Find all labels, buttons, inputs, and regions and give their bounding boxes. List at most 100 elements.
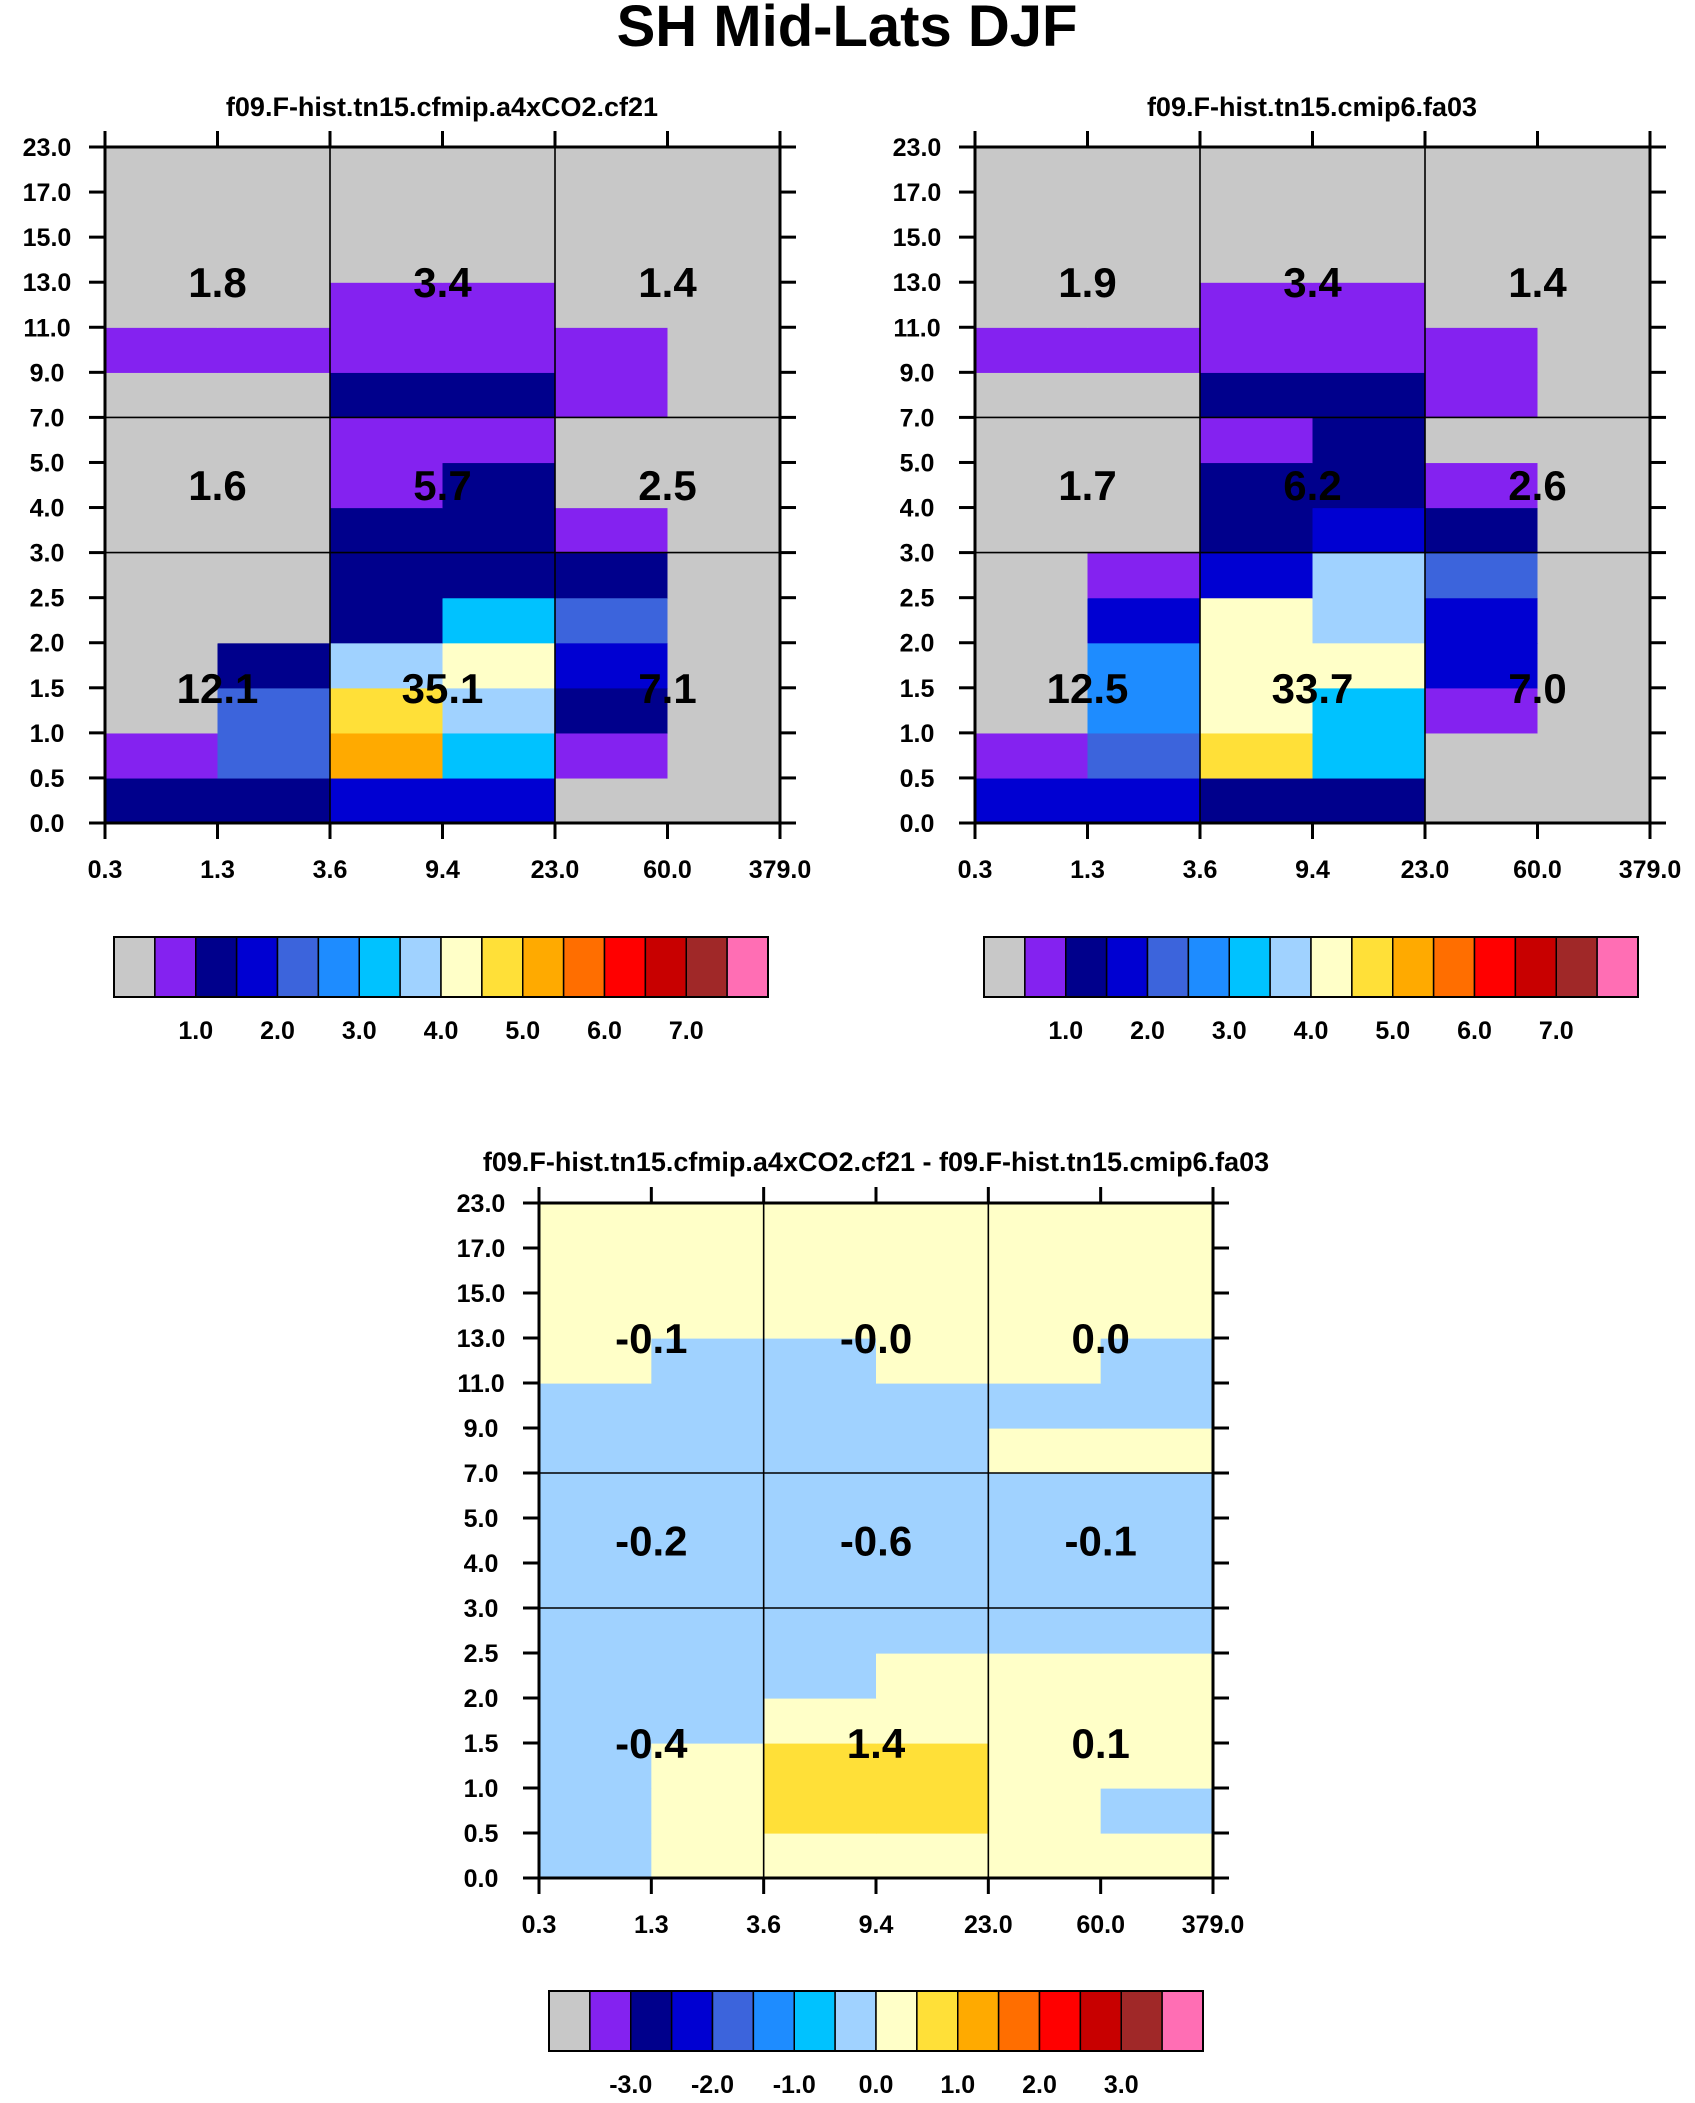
heatmap-cell: [763, 1518, 877, 1564]
x-tick-label: 379.0: [1619, 856, 1682, 884]
heatmap-cell: [667, 777, 781, 824]
heatmap-cell: [1425, 372, 1539, 418]
colorbar-box: [1120, 1990, 1163, 2052]
group-value-label: 1.9: [1058, 259, 1116, 306]
heatmap-cell: [975, 237, 1089, 283]
heatmap-cell: [555, 732, 669, 779]
x-tick-label: 9.4: [425, 856, 460, 884]
y-tick-label: 4.0: [900, 495, 935, 523]
x-tick-label: 9.4: [1295, 856, 1330, 884]
colorbar-box: [317, 936, 360, 998]
heatmap-cell: [442, 462, 556, 509]
heatmap-cell: [539, 1608, 652, 1654]
colorbar-label: 2.0: [260, 1017, 295, 1045]
y-tick-label: 23.0: [457, 1190, 506, 1218]
heatmap-cell: [975, 777, 1089, 824]
heatmap-cell: [667, 642, 781, 689]
group-value-label: 2.6: [1508, 462, 1566, 509]
heatmap-cell: [876, 1338, 989, 1384]
group-value-label: 35.1: [402, 665, 484, 712]
heatmap-cell: [763, 1383, 877, 1429]
colorbar-label: -2.0: [691, 2071, 734, 2099]
heatmap-cell: [1200, 597, 1314, 644]
colorbar-box: [358, 936, 401, 998]
heatmap-cell: [975, 417, 1089, 464]
y-tick-label: 7.0: [30, 404, 65, 432]
heatmap-cell: [876, 1563, 989, 1609]
heatmap-cell: [555, 327, 669, 373]
y-tick-label: 3.0: [464, 1595, 499, 1623]
y-tick-label: 13.0: [893, 269, 942, 297]
heatmap-cell: [1425, 417, 1539, 464]
group-value-label: 33.7: [1272, 665, 1354, 712]
colorbar-box: [997, 1990, 1041, 2052]
heatmap-cell: [1312, 687, 1426, 734]
heatmap-cell: [763, 1563, 877, 1609]
heatmap-cell: [876, 1293, 989, 1339]
heatmap-cell: [988, 1338, 1102, 1384]
heatmap-cell: [105, 417, 219, 464]
y-tick-label: 1.0: [30, 720, 65, 748]
heatmap-cell: [1100, 1293, 1214, 1339]
heatmap-cell: [651, 1203, 765, 1249]
heatmap-cell: [1087, 192, 1201, 238]
heatmap-cell: [330, 462, 444, 509]
heatmap-cell: [1087, 327, 1201, 373]
group-value-label: 12.5: [1047, 665, 1129, 712]
heatmap-cell: [1200, 417, 1314, 464]
heatmap-cell: [975, 597, 1089, 644]
colorbar-label: -3.0: [609, 2071, 652, 2099]
heatmap-cell: [217, 462, 331, 509]
heatmap-cell: [975, 732, 1089, 779]
heatmap-cell: [988, 1608, 1102, 1654]
colorbar-box: [522, 936, 565, 998]
heatmap-cell: [555, 462, 669, 509]
heatmap-cell: [555, 147, 669, 193]
heatmap-cell: [1425, 732, 1539, 779]
colorbar-box: [644, 936, 687, 998]
group-value-label: 6.2: [1283, 462, 1341, 509]
heatmap-cell: [1087, 777, 1201, 824]
y-tick-label: 0.0: [464, 1865, 499, 1893]
heatmap-cell: [539, 1248, 652, 1294]
heatmap-cell: [988, 1563, 1102, 1609]
colorbar-label: 1.0: [178, 1017, 213, 1045]
heatmap-cell: [651, 1788, 765, 1834]
group-value-label: 1.8: [188, 259, 246, 306]
colorbar-label: 2.0: [1130, 1017, 1165, 1045]
colorbar-box: [1432, 936, 1476, 998]
colorbar-box: [1161, 1990, 1204, 2052]
colorbar-box: [1187, 936, 1230, 998]
y-tick-label: 1.5: [464, 1730, 499, 1758]
heatmap-cell: [1100, 1698, 1214, 1744]
heatmap-cell: [330, 192, 444, 238]
heatmap-cell: [1100, 1518, 1214, 1564]
y-tick-label: 0.5: [30, 765, 65, 793]
colorbar-label: 6.0: [587, 1017, 622, 1045]
colorbar-label: 1.0: [1048, 1017, 1083, 1045]
heatmap-cell: [763, 1833, 877, 1879]
heatmap-cell: [1087, 552, 1201, 599]
group-value-label: -0.1: [1064, 1518, 1136, 1565]
heatmap-cell: [763, 1698, 877, 1744]
x-tick-label: 9.4: [859, 1911, 894, 1939]
y-tick-label: 4.0: [464, 1550, 499, 1578]
y-tick-label: 1.5: [30, 675, 65, 703]
heatmap-cell: [1087, 687, 1201, 734]
x-tick-label: 3.6: [1183, 856, 1218, 884]
colorbar-label: 3.0: [1104, 2071, 1139, 2099]
y-tick-label: 15.0: [893, 224, 942, 252]
y-tick-label: 17.0: [457, 1235, 506, 1263]
heatmap-cell: [876, 1698, 989, 1744]
heatmap-cell: [1537, 417, 1651, 464]
heatmap-cell: [988, 1518, 1102, 1564]
x-tick-label: 3.6: [313, 856, 348, 884]
heatmap-cell: [105, 462, 219, 509]
y-tick-label: 15.0: [23, 224, 72, 252]
heatmap-cell: [1537, 507, 1651, 554]
heatmap-cell: [217, 192, 331, 238]
colorbar-label: 0.0: [859, 2071, 894, 2099]
heatmap-cell: [105, 552, 219, 599]
heatmap-cell: [975, 552, 1089, 599]
heatmap-cell: [539, 1293, 652, 1339]
